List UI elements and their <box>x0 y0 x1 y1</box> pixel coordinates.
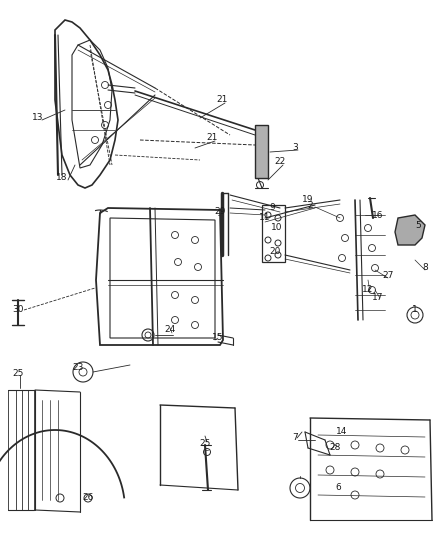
Text: 21: 21 <box>216 95 228 104</box>
Text: 27: 27 <box>382 271 394 279</box>
Text: 22: 22 <box>274 157 286 166</box>
Text: 24: 24 <box>164 326 176 335</box>
Text: 14: 14 <box>336 427 348 437</box>
Text: 23: 23 <box>72 364 84 373</box>
Text: 19: 19 <box>302 196 314 205</box>
Text: 3: 3 <box>292 143 298 152</box>
Text: 9: 9 <box>269 204 275 213</box>
Polygon shape <box>395 215 425 245</box>
Text: 25: 25 <box>12 369 24 378</box>
Text: 18: 18 <box>56 174 68 182</box>
Text: 1: 1 <box>412 305 418 314</box>
Text: 7: 7 <box>292 432 298 441</box>
Text: 11: 11 <box>259 214 271 222</box>
Text: 5: 5 <box>415 221 421 230</box>
Text: 6: 6 <box>335 482 341 491</box>
Text: 28: 28 <box>329 443 341 453</box>
Text: 25: 25 <box>199 440 211 448</box>
Text: 13: 13 <box>32 114 44 123</box>
Polygon shape <box>255 125 268 178</box>
Text: 30: 30 <box>12 305 24 314</box>
Text: 20: 20 <box>269 247 281 256</box>
Text: 29: 29 <box>214 207 226 216</box>
Text: 16: 16 <box>372 211 384 220</box>
Text: 8: 8 <box>422 263 428 272</box>
Text: 15: 15 <box>212 334 224 343</box>
Text: 17: 17 <box>372 293 384 302</box>
Text: 21: 21 <box>206 133 218 142</box>
Text: 26: 26 <box>82 492 94 502</box>
Text: 10: 10 <box>271 223 283 232</box>
Text: 12: 12 <box>362 286 374 295</box>
Text: 2: 2 <box>307 200 313 209</box>
